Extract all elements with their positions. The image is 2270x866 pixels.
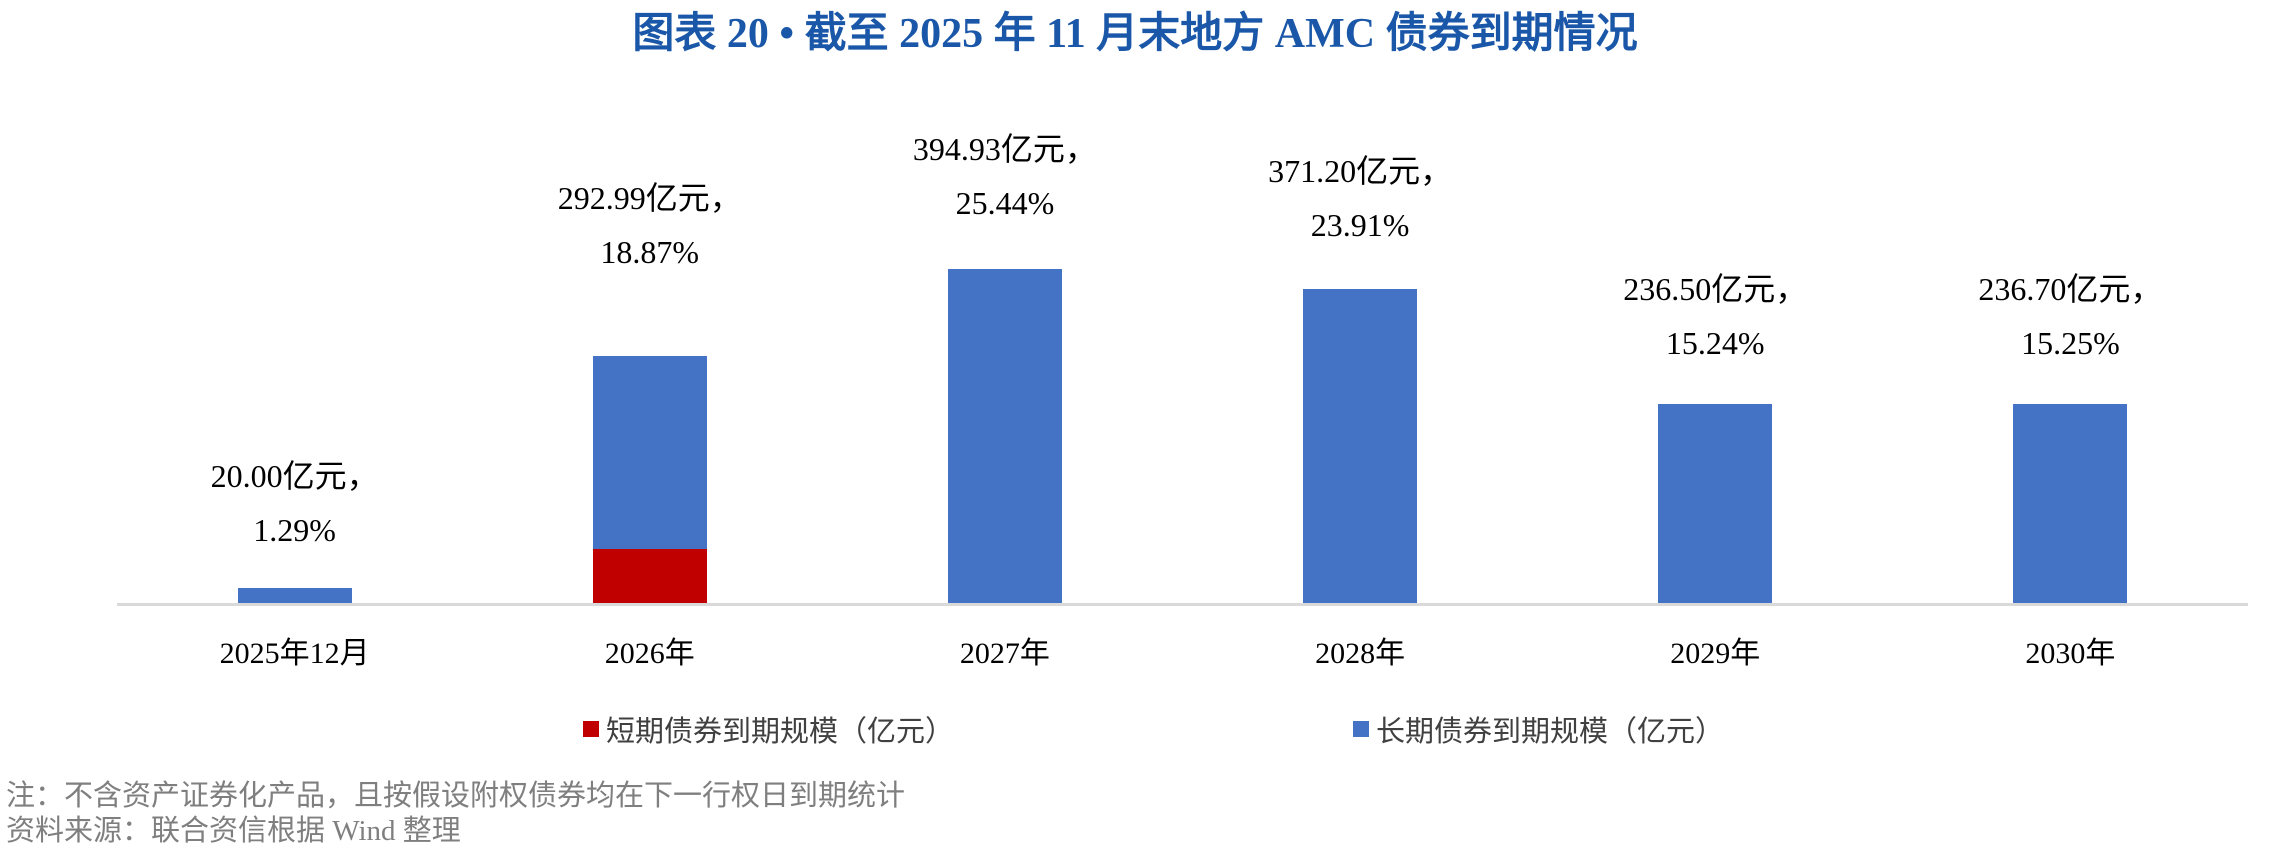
- x-axis-category-label: 2025年12月: [219, 637, 370, 670]
- bar-segment-short-term: [592, 548, 707, 605]
- bar-2030年: [2013, 403, 2128, 605]
- chart-title: 图表 20 • 截至 2025 年 11 月末地方 AMC 债券到期情况: [632, 11, 1638, 57]
- bar-value-label: 292.99亿元， 18.87%: [472, 171, 827, 279]
- bar-segment-long-term: [592, 355, 707, 549]
- bar-2028年: [1303, 289, 1418, 605]
- bar-value-label: 236.50亿元， 15.24%: [1538, 262, 1893, 370]
- bar-value-label-line: 394.93亿元，: [912, 130, 1097, 167]
- bar-value-label-line: 20.00亿元，: [210, 457, 379, 494]
- x-axis-category-label: 2026年: [604, 637, 695, 670]
- x-axis-category-label: 2028年: [1315, 637, 1406, 670]
- bar-value-label-line: 25.44%: [955, 184, 1055, 221]
- bar-segment-long-term: [2013, 403, 2128, 605]
- bar-value-label-line: 23.91%: [1310, 207, 1410, 244]
- x-axis-category-label: 2027年: [959, 637, 1050, 670]
- bar-segment-long-term: [1303, 289, 1418, 605]
- bar-segment-long-term: [1658, 403, 1773, 605]
- x-axis-line: [117, 603, 2248, 606]
- bar-value-label-line: 15.24%: [1665, 324, 1765, 361]
- bar-value-label: 371.20亿元， 23.91%: [1183, 144, 1538, 252]
- bar-value-label-line: 1.29%: [253, 511, 336, 548]
- bar-2025年12月: [237, 587, 352, 605]
- footnote-note: 注：不含资产证券化产品，且按假设附权债券均在下一行权日到期统计: [6, 780, 906, 812]
- plot-area: 20.00亿元， 1.29% 2025年12月 292.99亿元， 18.87% 2026…: [117, 0, 2248, 700]
- bar-value-label: 394.93亿元， 25.44%: [827, 122, 1182, 230]
- x-axis-category-label: 2029年: [1670, 637, 1761, 670]
- bar-2026年: [592, 355, 707, 605]
- bar-2027年: [947, 268, 1062, 605]
- x-axis-category-label: 2030年: [2025, 637, 2116, 670]
- legend-label-long-term: 长期债券到期规模（亿元）: [1376, 716, 1725, 748]
- legend-swatch-short-term-icon: [583, 721, 599, 737]
- bar-2029年: [1658, 403, 1773, 605]
- bar-segment-long-term: [237, 587, 352, 605]
- footnotes: 注：不含资产证券化产品，且按假设附权债券均在下一行权日到期统计 资料来源：联合资…: [6, 779, 905, 849]
- bar-value-label: 236.70亿元， 15.25%: [1893, 262, 2248, 370]
- bar-value-label-line: 18.87%: [600, 233, 700, 270]
- legend-swatch-long-term-icon: [1353, 721, 1369, 737]
- footnote-source: 资料来源：联合资信根据 Wind 整理: [6, 815, 461, 847]
- legend-label-short-term: 短期债券到期规模（亿元）: [606, 716, 955, 748]
- bar-segment-long-term: [947, 268, 1062, 605]
- legend-item-short-term: 短期债券到期规模（亿元）: [583, 710, 954, 748]
- bar-value-label: 20.00亿元， 1.29%: [117, 449, 472, 557]
- bar-value-label-line: 292.99亿元，: [557, 179, 742, 216]
- bar-value-label-line: 15.25%: [2021, 324, 2120, 361]
- legend-item-long-term: 长期债券到期规模（亿元）: [1353, 710, 1724, 748]
- bar-value-label-line: 236.50亿元，: [1623, 270, 1808, 307]
- bar-value-label-line: 236.70亿元，: [1978, 270, 2163, 307]
- bar-value-label-line: 371.20亿元，: [1268, 153, 1453, 190]
